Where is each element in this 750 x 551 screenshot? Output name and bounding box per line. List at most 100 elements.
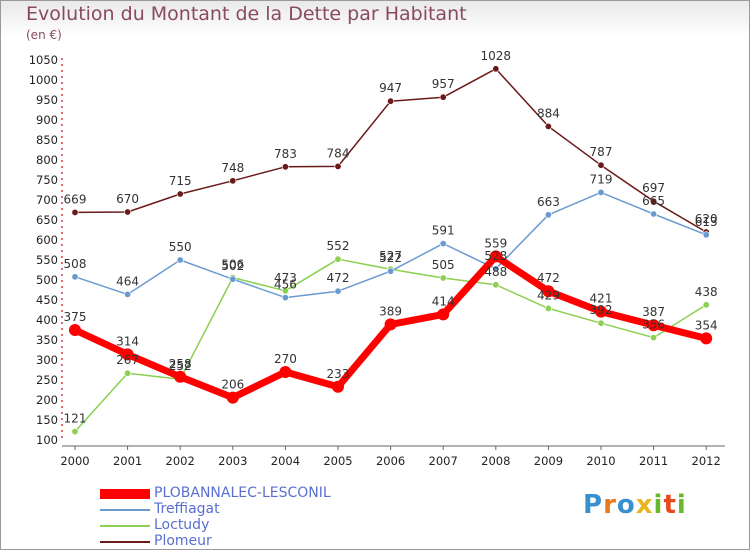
data-label-loctudy: 552 [327,239,350,253]
data-label-loctudy: 438 [695,285,718,299]
x-tick-label: 2008 [481,454,510,468]
x-tick-label: 2006 [376,454,405,468]
data-label-loctudy: 473 [274,271,297,285]
data-label-loctudy: 527 [379,249,402,263]
data-point-loctudy [281,287,289,295]
data-point-plomeur [387,97,395,105]
data-point-loctudy [650,334,658,342]
data-label-loctudy: 392 [590,303,613,317]
legend-swatch [100,525,150,527]
proxiti-logo: Proxiti [583,490,687,520]
data-point-treffiagat [229,275,237,283]
data-label-plobannalec-lesconil: 387 [642,305,665,319]
x-tick-label: 2007 [429,454,458,468]
data-point-plomeur [334,162,342,170]
data-label-plomeur: 670 [116,192,139,206]
y-tick-label: 300 [36,353,58,367]
legend-label: Plomeur [154,533,212,549]
data-point-plobannalec-lesconil [384,318,397,331]
y-tick-label: 250 [36,373,58,387]
data-point-treffiagat [650,210,658,218]
data-label-plomeur: 884 [537,106,560,120]
data-point-plomeur [124,208,132,216]
legend-label: Loctudy [154,517,210,533]
data-label-loctudy: 505 [432,258,455,272]
data-label-treffiagat: 665 [642,194,665,208]
data-label-treffiagat: 719 [590,172,613,186]
data-label-loctudy: 252 [169,359,192,373]
x-tick-label: 2010 [586,454,615,468]
data-point-treffiagat [71,273,79,281]
legend-swatch [100,489,150,499]
data-label-plobannalec-lesconil: 472 [537,271,560,285]
x-tick-label: 2005 [323,454,352,468]
data-point-plomeur [597,161,605,169]
data-label-treffiagat: 464 [116,274,139,288]
data-label-loctudy: 267 [116,353,139,367]
data-label-plomeur: 620 [695,212,718,226]
data-point-plomeur [544,122,552,130]
data-label-plomeur: 947 [379,81,402,95]
x-tick-label: 2009 [534,454,563,468]
data-label-plomeur: 697 [642,181,665,195]
data-point-treffiagat [439,240,447,248]
data-label-loctudy: 429 [537,288,560,302]
y-tick-label: 150 [36,413,58,427]
data-point-plomeur [281,163,289,171]
data-label-treffiagat: 456 [274,278,297,292]
data-label-plomeur: 957 [432,77,455,91]
data-point-loctudy [334,255,342,263]
data-point-plobannalec-lesconil [542,285,555,298]
data-point-loctudy [544,304,552,312]
data-point-plomeur [71,208,79,216]
y-tick-label: 450 [36,293,58,307]
data-label-plobannalec-lesconil: 414 [432,294,455,308]
data-point-loctudy [702,301,710,309]
data-point-treffiagat [492,265,500,273]
data-point-plobannalec-lesconil [69,324,81,336]
y-tick-label: 600 [36,233,58,247]
y-tick-label: 750 [36,173,58,187]
x-tick-label: 2003 [218,454,247,468]
data-point-treffiagat [702,231,710,239]
data-label-treffiagat: 613 [695,215,718,229]
chart-title: Evolution du Montant de la Dette par Hab… [26,3,467,25]
data-point-loctudy [439,274,447,282]
y-tick-label: 950 [36,93,58,107]
data-label-plomeur: 787 [590,145,613,159]
data-label-loctudy: 506 [221,258,244,272]
data-label-plobannalec-lesconil: 206 [221,378,244,392]
data-label-treffiagat: 550 [169,240,192,254]
x-tick-label: 2002 [166,454,195,468]
data-point-treffiagat [281,294,289,302]
data-label-plobannalec-lesconil: 354 [695,318,718,332]
legend-swatch [100,509,150,511]
y-tick-label: 1000 [29,73,58,87]
data-label-plomeur: 1028 [481,49,512,63]
data-point-plobannalec-lesconil [332,380,344,393]
x-tick-label: 2001 [113,454,142,468]
x-tick-label: 2012 [692,454,721,468]
data-point-loctudy [124,369,132,377]
data-point-plobannalec-lesconil [489,250,502,263]
x-tick-label: 2004 [271,454,300,468]
data-point-plobannalec-lesconil [595,305,607,318]
series-line-loctudy [74,258,707,433]
y-tick-label: 650 [36,213,58,227]
data-point-plobannalec-lesconil [174,370,187,383]
data-point-loctudy [492,281,500,289]
data-point-loctudy [71,428,79,436]
data-label-plobannalec-lesconil: 314 [116,334,139,348]
data-label-plobannalec-lesconil: 375 [64,310,87,324]
y-tick-label: 1050 [29,53,58,67]
data-point-plomeur [229,177,237,185]
data-label-plobannalec-lesconil: 258 [169,357,192,371]
y-tick-label: 800 [36,153,58,167]
y-tick-label: 550 [36,253,58,267]
legend-swatch [100,541,150,543]
y-tick-label: 200 [36,393,58,407]
data-label-treffiagat: 472 [327,271,350,285]
y-tick-label: 350 [36,333,58,347]
data-label-treffiagat: 591 [432,224,455,238]
